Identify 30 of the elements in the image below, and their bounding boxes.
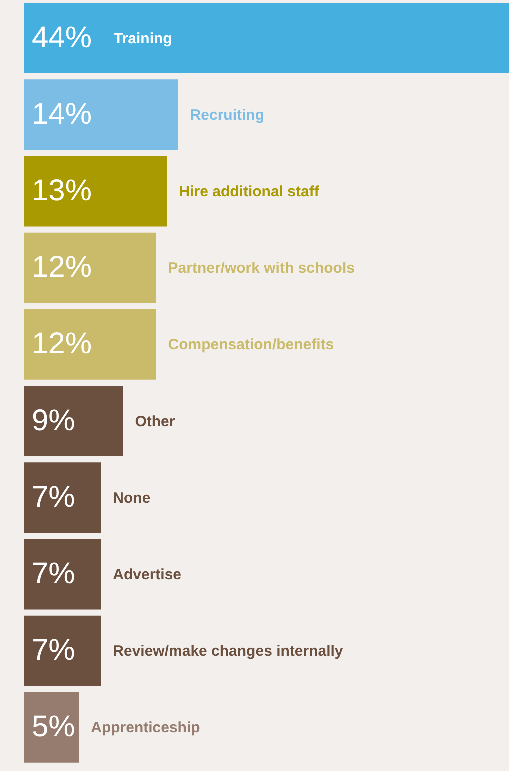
bar (24, 462, 102, 534)
bar (24, 692, 80, 763)
bar (24, 232, 156, 304)
y-tick-label: Apprenticeship (91, 720, 200, 737)
y-tick-label: None (113, 490, 151, 507)
y-tick-label: Advertise (113, 566, 182, 584)
bar (24, 539, 102, 610)
data-label: 13% (32, 174, 92, 208)
bar (24, 156, 168, 227)
y-tick-label: Review/make changes internally (113, 643, 344, 660)
data-label: 7% (32, 558, 76, 590)
data-label: 7% (32, 480, 76, 514)
data-label: 12% (32, 328, 92, 361)
bar (24, 309, 156, 380)
data-label: 14% (32, 98, 92, 131)
data-label: 12% (32, 251, 92, 284)
y-tick-label: Training (114, 30, 172, 48)
y-tick-label: Compensation/benefits (168, 336, 334, 354)
y-tick-label: Partner/work with schools (168, 260, 355, 278)
y-tick-label: Hire additional staff (179, 184, 320, 200)
data-label: 44% (32, 21, 92, 54)
bar (24, 80, 178, 150)
bar (24, 3, 509, 74)
data-label: 9% (32, 404, 76, 438)
data-label: 5% (32, 710, 76, 744)
data-label: 7% (32, 634, 76, 668)
y-tick-label: Recruiting (190, 106, 265, 124)
bar (24, 616, 102, 686)
bar (24, 386, 124, 457)
y-tick-label: Other (135, 413, 176, 430)
